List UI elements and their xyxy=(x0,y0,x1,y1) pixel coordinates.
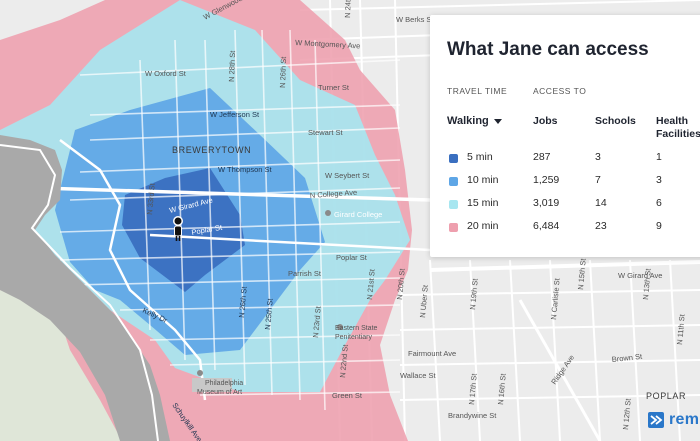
travel-time-header: TRAVEL TIME xyxy=(447,86,508,96)
kelly-dr-road xyxy=(59,139,207,401)
street-label-uber: N Uber St xyxy=(418,284,430,318)
street-label-parrish: Parrish St xyxy=(288,269,322,278)
isochrone-5-min xyxy=(122,168,245,292)
street-label-brown: Brown St xyxy=(611,352,643,364)
legend-swatch-10-min xyxy=(449,177,458,186)
street-label-n15: N 15th St xyxy=(576,257,588,290)
inner-streets xyxy=(59,29,401,411)
poi-label-museum-1: Philadelphia xyxy=(205,380,243,387)
schools-value: 3 xyxy=(595,151,601,163)
street-label-n19: N 19th St xyxy=(468,277,480,310)
schools-value: 23 xyxy=(595,220,607,232)
street-label-stewart: Stewart St xyxy=(308,128,344,137)
girard-ave-road xyxy=(39,186,431,202)
brand-logo: rem xyxy=(648,411,699,429)
museum-pin-icon xyxy=(197,370,203,376)
street-label-n16: N 16th St xyxy=(496,372,508,405)
street-label-n13: N 13th St xyxy=(641,267,653,300)
river-expressway xyxy=(0,144,159,441)
health-value: 1 xyxy=(656,151,662,163)
access-to-header: ACCESS TO xyxy=(533,86,587,96)
health-value: 6 xyxy=(656,197,662,209)
caret-down-icon xyxy=(493,118,502,124)
street-label-seybert: W Seybert St xyxy=(325,171,370,180)
schools-value: 14 xyxy=(595,197,607,209)
park-area xyxy=(0,290,120,441)
street-label-poplar-outer: Poplar St xyxy=(336,253,368,262)
street-label-fairmount: Fairmount Ave xyxy=(408,349,456,358)
street-label-n25: N 25th St xyxy=(263,297,275,330)
street-label-girard-east: W Girard Ave xyxy=(618,271,662,280)
health-value: 3 xyxy=(656,174,662,186)
street-label-n23: N 23rd St xyxy=(311,305,323,338)
street-label-n20: N 20th St xyxy=(395,267,407,300)
street-label-wallace: Wallace St xyxy=(400,371,436,380)
street-label-n17: N 17th St xyxy=(467,372,479,405)
street-label-oxford: W Oxford St xyxy=(145,69,187,78)
girard-college-pin-icon xyxy=(325,210,331,216)
poi-label-girard-college: Girard College xyxy=(334,210,382,219)
brand-text: rem xyxy=(669,411,700,428)
street-label-n11: N 11th St xyxy=(675,313,687,345)
column-header-jobs: Jobs xyxy=(533,115,558,127)
street-label-n12: N 12th St xyxy=(621,397,633,430)
street-label-n26b: N 26th St xyxy=(237,285,249,318)
street-label-berks: W Berks St xyxy=(396,15,434,24)
neighborhood-label-brewerytown: BREWERYTOWN xyxy=(172,145,251,155)
jobs-value: 287 xyxy=(533,151,551,163)
street-label-college: N College Ave xyxy=(310,188,358,200)
table-row: 15 min 3,019 14 6 xyxy=(430,196,700,214)
table-row: 5 min 287 3 1 xyxy=(430,150,700,168)
penitentiary-pin-icon xyxy=(337,324,343,330)
street-label-n22: N 22nd St xyxy=(338,343,350,378)
girard-ave-east-road xyxy=(429,260,700,272)
jobs-value: 1,259 xyxy=(533,174,560,186)
row-label: 20 min xyxy=(467,220,499,232)
table-row: 10 min 1,259 7 3 xyxy=(430,173,700,191)
legend-swatch-15-min xyxy=(449,200,458,209)
table-row: 20 min 6,484 23 9 xyxy=(430,219,700,237)
panel-title: What Jane can access xyxy=(447,39,649,60)
street-label-n21: N 21st St xyxy=(365,268,377,300)
street-label-n26: N 26th St xyxy=(278,56,288,88)
column-header-schools: Schools xyxy=(595,115,636,127)
row-label: 15 min xyxy=(467,197,499,209)
schools-value: 7 xyxy=(595,174,601,186)
street-label-n24: N 24th St xyxy=(343,0,353,18)
street-label-brandywine: Brandywine St xyxy=(448,411,497,420)
column-header-health: Health Facilities xyxy=(656,115,700,140)
access-panel: What Jane can access TRAVEL TIME ACCESS … xyxy=(430,15,700,257)
poplar-st-road xyxy=(149,233,431,252)
legend-swatch-5-min xyxy=(449,154,458,163)
street-label-jefferson: W Jefferson St xyxy=(210,110,260,119)
street-label-n33: N 33rd St xyxy=(145,182,157,215)
street-label-carlisle: N Carlisle St xyxy=(549,277,562,320)
street-label-green: Green St xyxy=(332,391,363,400)
brand-mark-icon xyxy=(648,412,664,428)
person-pin-icon[interactable] xyxy=(173,216,183,241)
travel-mode-dropdown[interactable]: Walking xyxy=(447,115,502,127)
street-label-thompson: W Thompson St xyxy=(218,165,273,174)
ridge-ave-road xyxy=(518,299,602,441)
street-label-montgomery: W Montgomery Ave xyxy=(295,38,361,50)
street-label-n28: N 28th St xyxy=(227,50,237,82)
poi-label-museum-2: Museum of Art xyxy=(197,389,242,396)
poi-label-penitentiary-2: Penitentiary xyxy=(335,334,372,341)
neighborhood-label-poplar: POPLAR xyxy=(646,391,686,401)
poi-label-penitentiary-1: Eastern State xyxy=(335,325,378,332)
legend-swatch-20-min xyxy=(449,223,458,232)
jobs-value: 6,484 xyxy=(533,220,560,232)
travel-mode-label: Walking xyxy=(447,115,489,127)
street-label-turner: Turner St xyxy=(318,83,350,92)
museum-building xyxy=(192,378,232,392)
jobs-value: 3,019 xyxy=(533,197,560,209)
row-label: 5 min xyxy=(467,151,493,163)
health-value: 9 xyxy=(656,220,662,232)
row-label: 10 min xyxy=(467,174,499,186)
